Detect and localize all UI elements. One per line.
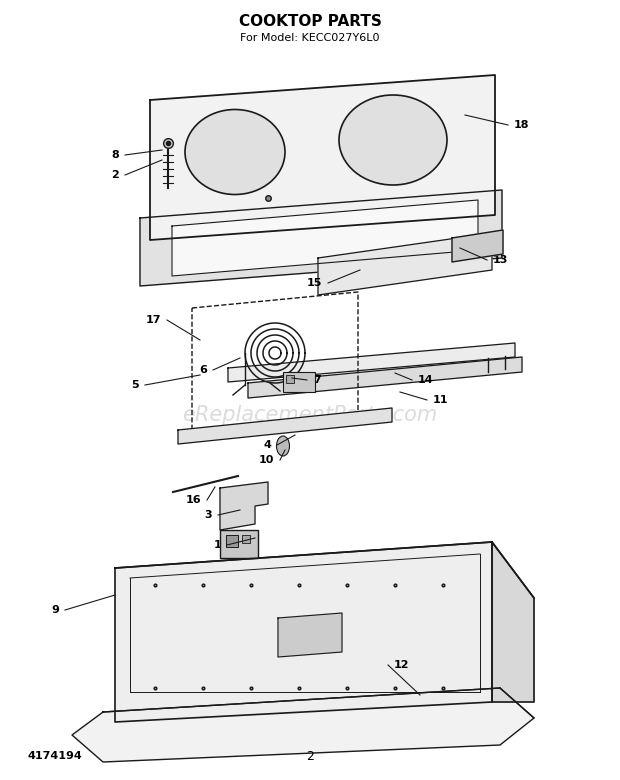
Text: 15: 15 bbox=[307, 278, 322, 288]
Polygon shape bbox=[278, 613, 342, 657]
Text: 7: 7 bbox=[313, 375, 321, 385]
Text: COOKTOP PARTS: COOKTOP PARTS bbox=[239, 15, 381, 30]
Text: 10: 10 bbox=[259, 455, 274, 465]
Text: 12: 12 bbox=[394, 660, 409, 670]
Text: 13: 13 bbox=[493, 255, 508, 265]
Polygon shape bbox=[115, 542, 492, 722]
Text: eReplacementParts.com: eReplacementParts.com bbox=[182, 405, 438, 425]
Bar bbox=[242, 535, 250, 543]
Text: 11: 11 bbox=[433, 395, 448, 405]
Bar bbox=[220, 530, 258, 558]
Text: 4174194: 4174194 bbox=[28, 751, 82, 761]
Text: 14: 14 bbox=[418, 375, 433, 385]
Text: 6: 6 bbox=[199, 365, 207, 375]
Text: 9: 9 bbox=[51, 605, 59, 615]
Polygon shape bbox=[220, 482, 268, 530]
Polygon shape bbox=[492, 542, 534, 702]
Text: 18: 18 bbox=[514, 120, 529, 130]
Bar bbox=[286, 375, 294, 383]
Text: 3: 3 bbox=[205, 510, 212, 520]
Bar bbox=[226, 535, 238, 547]
Text: 4: 4 bbox=[263, 440, 271, 450]
Polygon shape bbox=[140, 190, 502, 286]
Polygon shape bbox=[72, 688, 534, 762]
Polygon shape bbox=[228, 343, 515, 382]
Text: 16: 16 bbox=[185, 495, 201, 505]
Text: 2: 2 bbox=[306, 750, 314, 763]
Ellipse shape bbox=[185, 109, 285, 194]
Text: 8: 8 bbox=[111, 150, 119, 160]
Polygon shape bbox=[150, 75, 495, 240]
Ellipse shape bbox=[339, 95, 447, 185]
Text: For Model: KECC027Y6L0: For Model: KECC027Y6L0 bbox=[241, 33, 379, 43]
Polygon shape bbox=[318, 233, 492, 295]
Ellipse shape bbox=[277, 436, 290, 456]
Polygon shape bbox=[178, 408, 392, 444]
Bar bbox=[283, 372, 315, 392]
Text: 5: 5 bbox=[131, 380, 139, 390]
Text: 2: 2 bbox=[111, 170, 119, 180]
Text: 1: 1 bbox=[213, 540, 221, 550]
Polygon shape bbox=[172, 200, 478, 276]
Text: 17: 17 bbox=[146, 315, 161, 325]
Polygon shape bbox=[452, 230, 503, 262]
Polygon shape bbox=[248, 357, 522, 398]
